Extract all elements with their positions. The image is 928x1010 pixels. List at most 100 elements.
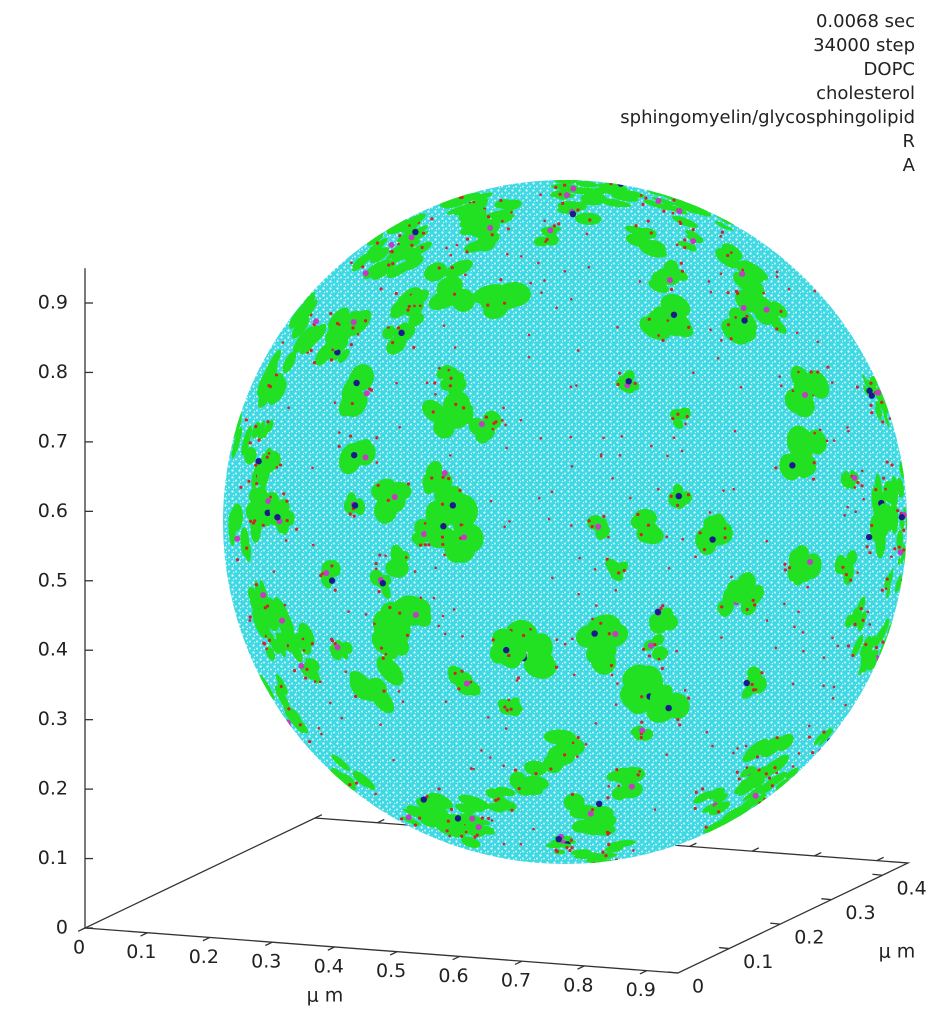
speck	[711, 745, 714, 748]
speck	[736, 771, 739, 774]
legend-entry: DOPC	[864, 59, 915, 80]
speck	[340, 717, 343, 720]
speck	[364, 319, 367, 322]
speck	[465, 831, 468, 834]
speck	[319, 681, 322, 684]
speck	[670, 288, 673, 291]
x-tick	[377, 819, 384, 822]
speck	[600, 453, 603, 456]
speck	[634, 224, 637, 227]
speck	[775, 327, 778, 330]
speck	[586, 233, 589, 236]
speck	[487, 716, 490, 719]
speck	[441, 536, 444, 539]
speck	[262, 641, 265, 644]
x-axis-label: μ m	[307, 985, 344, 1007]
speck	[862, 498, 865, 501]
speck	[792, 683, 795, 686]
speck	[694, 807, 697, 810]
speck	[476, 834, 479, 837]
speck	[514, 768, 517, 771]
speck	[626, 378, 632, 384]
speck	[387, 326, 390, 329]
speck	[387, 263, 390, 266]
speck	[788, 288, 791, 291]
speck	[634, 382, 637, 385]
legend-entry: A	[903, 155, 916, 176]
speck	[419, 543, 422, 546]
speck	[650, 231, 653, 234]
speck	[808, 725, 811, 728]
speck	[740, 386, 743, 389]
speck	[540, 291, 543, 294]
speck	[476, 824, 482, 830]
speck	[607, 174, 610, 177]
speck	[502, 764, 505, 767]
speck	[391, 341, 394, 344]
speck	[236, 558, 239, 561]
speck	[522, 634, 525, 637]
speck	[382, 690, 385, 693]
speck	[441, 543, 444, 546]
speck	[648, 318, 651, 321]
speck	[275, 373, 278, 376]
speck	[249, 441, 252, 444]
speck	[466, 238, 469, 241]
speck	[595, 604, 598, 607]
speck	[813, 432, 816, 435]
speck	[451, 266, 454, 269]
speck	[245, 418, 248, 421]
speck	[507, 227, 510, 230]
speck	[710, 291, 713, 294]
speck	[665, 753, 668, 756]
speck	[387, 499, 390, 502]
speck	[792, 390, 795, 393]
speck	[492, 638, 495, 641]
speck	[766, 619, 769, 622]
speck	[499, 199, 502, 202]
speck	[564, 643, 567, 646]
x-tick-label: 0.8	[563, 974, 593, 996]
speck	[269, 496, 272, 499]
speck	[510, 708, 513, 711]
speck	[831, 636, 834, 639]
speck	[395, 219, 398, 222]
speck	[445, 247, 448, 250]
speck	[717, 810, 720, 813]
speck	[556, 836, 562, 842]
speck	[636, 513, 639, 516]
y-tick	[770, 923, 780, 924]
speck	[508, 520, 511, 523]
speck	[349, 513, 352, 516]
speck	[501, 419, 504, 422]
speck	[372, 232, 375, 235]
speck	[392, 759, 395, 762]
speck	[368, 387, 371, 390]
speck	[434, 393, 437, 396]
speck	[329, 312, 332, 315]
speck	[412, 346, 415, 349]
speck	[746, 608, 749, 611]
speck	[717, 213, 720, 216]
speck	[392, 494, 398, 500]
speck	[571, 638, 574, 641]
speck	[413, 305, 416, 308]
speck	[437, 787, 440, 790]
speck	[281, 740, 284, 743]
speck	[591, 618, 594, 621]
speck	[355, 781, 358, 784]
speck	[752, 599, 755, 602]
speck	[430, 476, 433, 479]
speck	[364, 390, 370, 396]
speck	[784, 568, 787, 571]
domain	[219, 411, 231, 434]
speck	[377, 590, 380, 593]
speck	[760, 671, 763, 674]
speck	[719, 235, 722, 238]
speck	[298, 663, 304, 669]
speck	[273, 570, 276, 573]
speck	[412, 229, 418, 235]
speck	[446, 829, 449, 832]
speck	[380, 647, 383, 650]
speck	[667, 277, 673, 283]
